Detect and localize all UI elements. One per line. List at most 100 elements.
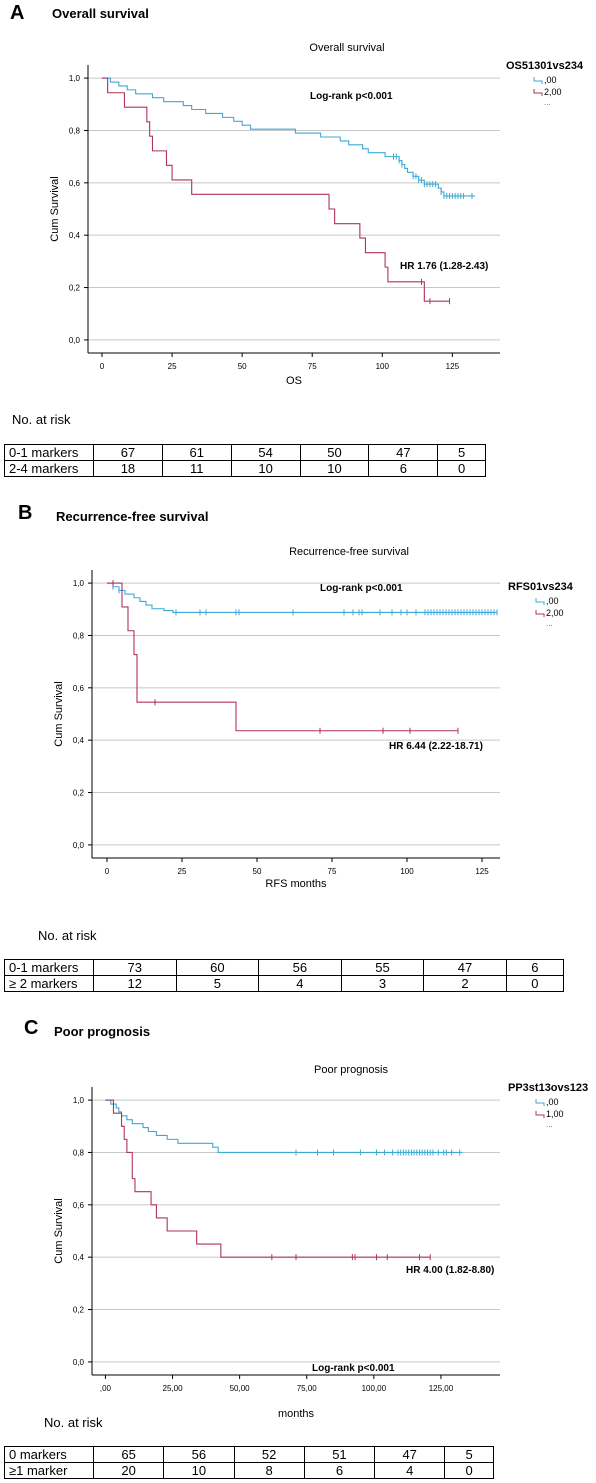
legend-label: ,00: [544, 75, 557, 85]
risk-table-title: No. at risk: [38, 928, 97, 943]
x-tick-label: 100,00: [362, 1384, 387, 1393]
survival-curve: [102, 77, 475, 197]
km-chart: Overall survival 0,0 0,2 0,4 0,6 0,8 1,0 0 25 50 7…: [49, 42, 584, 387]
legend-swatch: [535, 1111, 545, 1118]
x-tick-label: 25,00: [163, 1384, 184, 1393]
risk-cell: 0: [437, 460, 486, 477]
risk-table: 0 markers 65 56 52 51 47 5 ≥1 marker 20 …: [4, 1446, 494, 1479]
risk-row: 0-1 markers 67 61 54 50 47 5: [4, 444, 486, 461]
x-tick-label: 50: [253, 867, 262, 876]
y-axis-label: Cum Survival: [53, 1198, 65, 1263]
y-tick-label: 0,4: [73, 1253, 85, 1262]
chart-annotation: Log-rank p<0.001: [320, 583, 403, 594]
y-tick-label: 0,4: [73, 736, 85, 745]
y-tick-label: 0,6: [69, 179, 81, 188]
y-tick-label: 0,0: [69, 336, 81, 345]
survival-curve: [102, 77, 450, 302]
risk-row-label: 0-1 markers: [4, 959, 94, 976]
km-chart: Poor prognosis 0,0 0,2 0,4 0,6 0,8 1,0 ,00 25,00…: [53, 1064, 588, 1420]
x-tick-label: 75,00: [297, 1384, 318, 1393]
risk-row-label: ≥1 marker: [4, 1462, 94, 1479]
chart-annotation: HR 4.00 (1.82-8.80): [406, 1265, 494, 1276]
risk-row: 0-1 markers 73 60 56 55 47 6: [4, 959, 565, 976]
x-tick-label: 125,00: [429, 1384, 454, 1393]
legend-title: RFS01vs234: [508, 581, 574, 593]
chart-title: Recurrence-free survival: [289, 546, 409, 558]
chart-annotation: HR 1.76 (1.28-2.43): [400, 261, 488, 272]
legend-label: 2,00: [546, 608, 564, 618]
y-tick-label: 0,2: [69, 284, 81, 293]
y-tick-label: 0,0: [73, 1358, 85, 1367]
risk-cell: 67: [93, 444, 163, 461]
x-tick-label: 125: [475, 867, 489, 876]
y-tick-label: 1,0: [73, 579, 85, 588]
risk-cell: 10: [163, 1462, 235, 1479]
risk-cell: 20: [92, 1462, 165, 1479]
risk-cell: 10: [299, 460, 370, 477]
panel-letter: A: [10, 2, 25, 24]
panel-letter: B: [18, 502, 33, 524]
risk-cell: 55: [340, 959, 425, 976]
y-axis-label: Cum Survival: [49, 176, 61, 241]
risk-cell: 47: [374, 1446, 446, 1463]
risk-cell: 47: [368, 444, 439, 461]
y-tick-label: 0,2: [73, 1306, 85, 1315]
risk-cell: 61: [161, 444, 232, 461]
risk-cell: 50: [299, 444, 370, 461]
legend-title: PP3st13ovs123: [508, 1082, 588, 1094]
risk-cell: 6: [505, 959, 565, 976]
y-tick-label: 1,0: [73, 1096, 85, 1105]
risk-cell: 5: [175, 975, 260, 992]
risk-cell: 12: [93, 975, 177, 992]
x-tick-label: 75: [308, 362, 317, 371]
risk-cell: 54: [230, 444, 301, 461]
chart-annotation: Log-rank p<0.001: [312, 1363, 395, 1374]
legend-label: ,00: [546, 596, 559, 606]
x-tick-label: ,00: [100, 1384, 112, 1393]
x-axis-label: OS: [286, 375, 302, 387]
legend-more: ...: [546, 1120, 553, 1129]
risk-table-title: No. at risk: [44, 1415, 103, 1430]
risk-cell: 56: [163, 1446, 235, 1463]
risk-row-label: 2-4 markers: [4, 460, 94, 477]
risk-row: ≥1 marker 20 10 8 6 4 0: [4, 1462, 494, 1479]
y-tick-label: 0,6: [73, 1201, 85, 1210]
x-axis-label: months: [278, 1408, 315, 1420]
risk-cell: 2: [423, 975, 507, 992]
chart-annotation: HR 6.44 (2.22-18.71): [389, 741, 483, 752]
risk-cell: 65: [92, 1446, 165, 1463]
legend-title: OS51301vs234: [506, 60, 584, 72]
legend-swatch: [533, 89, 543, 96]
risk-cell: 5: [444, 1446, 494, 1463]
risk-row: 0 markers 65 56 52 51 47 5: [4, 1446, 494, 1463]
risk-row: ≥ 2 markers 12 5 4 3 2 0: [4, 975, 565, 992]
risk-cell: 11: [161, 460, 232, 477]
risk-cell: 4: [258, 975, 342, 992]
legend-more: ...: [544, 98, 551, 107]
y-tick-label: 0,4: [69, 231, 81, 240]
panel-c: C Poor prognosis Poor prognosis 0,0 0,2 0,4…: [0, 1015, 596, 1483]
x-tick-label: 25: [178, 867, 187, 876]
x-tick-label: 100: [400, 867, 414, 876]
km-chart: Recurrence-free survival 0,0 0,2 0,4 0,6 0,8 1…: [53, 546, 574, 890]
legend-swatch: [535, 610, 545, 617]
x-axis-label: RFS months: [265, 878, 327, 890]
legend-swatch: [533, 77, 543, 84]
chart-annotation: Log-rank p<0.001: [310, 91, 393, 102]
risk-table: 0-1 markers 73 60 56 55 47 6 ≥ 2 markers…: [4, 959, 565, 992]
risk-cell: 47: [423, 959, 507, 976]
risk-cell: 3: [340, 975, 425, 992]
panel-heading: Overall survival: [52, 6, 149, 21]
x-tick-label: 25: [168, 362, 177, 371]
legend-swatch: [535, 598, 545, 605]
survival-curve: [105, 1099, 431, 1258]
risk-table-title: No. at risk: [12, 412, 71, 427]
legend-label: ,00: [546, 1097, 559, 1107]
risk-cell: 73: [93, 959, 177, 976]
risk-cell: 0: [505, 975, 565, 992]
chart-title: Poor prognosis: [314, 1064, 388, 1076]
risk-row-label: 0 markers: [4, 1446, 94, 1463]
risk-cell: 0: [444, 1462, 494, 1479]
panel-heading: Recurrence-free survival: [56, 509, 209, 524]
risk-row: 2-4 markers 18 11 10 10 6 0: [4, 460, 486, 477]
